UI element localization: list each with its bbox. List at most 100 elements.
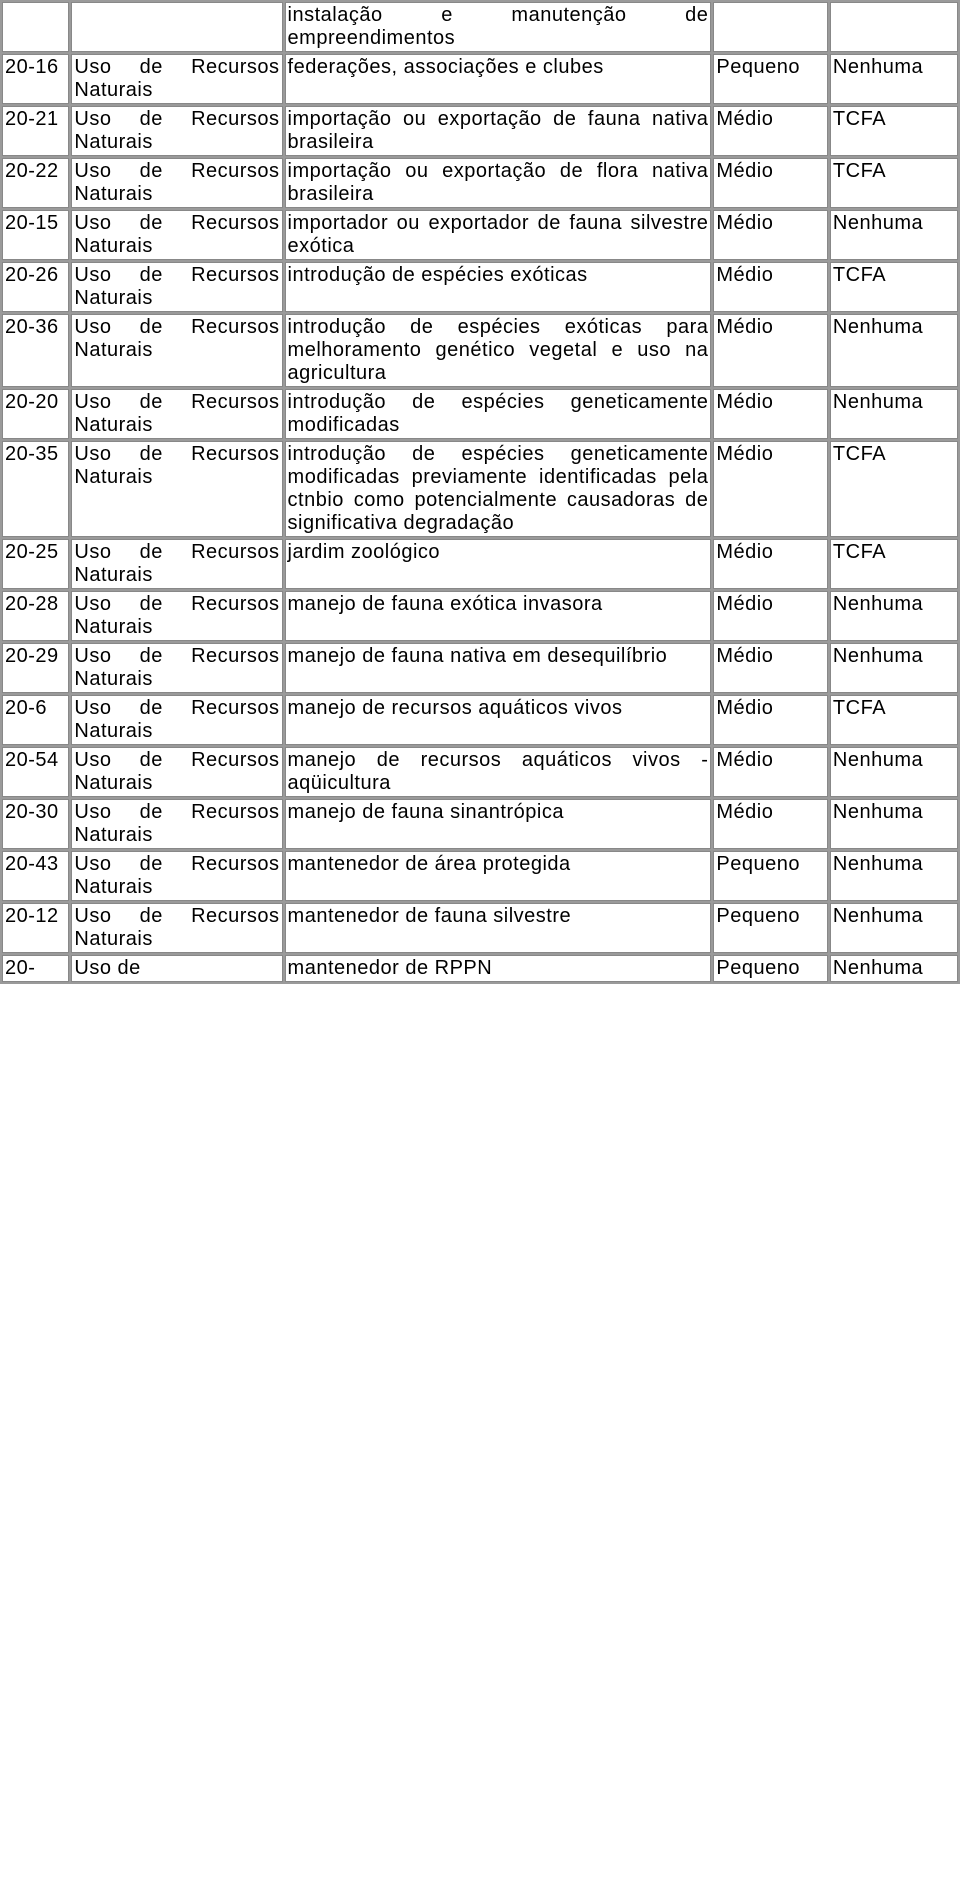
cell-code: 20-6 — [2, 695, 69, 745]
cell-category: Uso de Recursos Naturais — [71, 591, 282, 641]
cell-description: federações, associações e clubes — [285, 54, 712, 104]
cell-category: Uso de Recursos Naturais — [71, 643, 282, 693]
cell-classification: Médio — [713, 799, 828, 849]
cell-category: Uso de Recursos Naturais — [71, 158, 282, 208]
table-row: 20-16Uso de Recursos Naturaisfederações,… — [2, 54, 958, 104]
cell-category: Uso de Recursos Naturais — [71, 441, 282, 537]
cell-category: Uso de — [71, 955, 282, 982]
cell-description: manejo de fauna exótica invasora — [285, 591, 712, 641]
cell-description: introdução de espécies geneticamente mod… — [285, 389, 712, 439]
cell-code: 20-16 — [2, 54, 69, 104]
cell-description: manejo de fauna nativa em desequilíbrio — [285, 643, 712, 693]
cell-category: Uso de Recursos Naturais — [71, 903, 282, 953]
cell-classification: Médio — [713, 158, 828, 208]
cell-category: Uso de Recursos Naturais — [71, 389, 282, 439]
cell-category: Uso de Recursos Naturais — [71, 851, 282, 901]
cell-description: manejo de fauna sinantrópica — [285, 799, 712, 849]
cell-tax: TCFA — [830, 695, 958, 745]
cell-description: instalação e manutenção de empreendiment… — [285, 2, 712, 52]
cell-code: 20-30 — [2, 799, 69, 849]
cell-code: 20-36 — [2, 314, 69, 387]
cell-code: 20-25 — [2, 539, 69, 589]
cell-tax: TCFA — [830, 158, 958, 208]
cell-code: 20-12 — [2, 903, 69, 953]
cell-classification: Médio — [713, 314, 828, 387]
cell-description: introdução de espécies exóticas para mel… — [285, 314, 712, 387]
cell-classification: Médio — [713, 441, 828, 537]
cell-tax — [830, 2, 958, 52]
cell-code: 20-29 — [2, 643, 69, 693]
cell-tax: Nenhuma — [830, 643, 958, 693]
table-row: 20-28Uso de Recursos Naturaismanejo de f… — [2, 591, 958, 641]
table-row: 20-36Uso de Recursos Naturaisintrodução … — [2, 314, 958, 387]
table-row: 20-29Uso de Recursos Naturaismanejo de f… — [2, 643, 958, 693]
table-row: 20-30Uso de Recursos Naturaismanejo de f… — [2, 799, 958, 849]
table-body: instalação e manutenção de empreendiment… — [2, 2, 958, 982]
cell-code: 20-28 — [2, 591, 69, 641]
cell-classification: Médio — [713, 210, 828, 260]
cell-description: jardim zoológico — [285, 539, 712, 589]
cell-classification: Médio — [713, 539, 828, 589]
table-row: 20-Uso demantenedor de RPPNPequenoNenhum… — [2, 955, 958, 982]
cell-description: manejo de recursos aquáticos vivos - aqü… — [285, 747, 712, 797]
cell-tax: Nenhuma — [830, 314, 958, 387]
cell-tax: Nenhuma — [830, 851, 958, 901]
cell-code: 20-20 — [2, 389, 69, 439]
cell-tax: TCFA — [830, 106, 958, 156]
table-row: 20-21Uso de Recursos Naturaisimportação … — [2, 106, 958, 156]
cell-classification — [713, 2, 828, 52]
cell-code: 20-43 — [2, 851, 69, 901]
cell-description: mantenedor de fauna silvestre — [285, 903, 712, 953]
table-row: 20-26Uso de Recursos Naturaisintrodução … — [2, 262, 958, 312]
cell-category: Uso de Recursos Naturais — [71, 262, 282, 312]
cell-category: Uso de Recursos Naturais — [71, 314, 282, 387]
cell-tax: Nenhuma — [830, 747, 958, 797]
cell-classification: Médio — [713, 389, 828, 439]
table-row: 20-43Uso de Recursos Naturaismantenedor … — [2, 851, 958, 901]
cell-description: introdução de espécies geneticamente mod… — [285, 441, 712, 537]
cell-tax: Nenhuma — [830, 54, 958, 104]
cell-tax: Nenhuma — [830, 389, 958, 439]
cell-description: manejo de recursos aquáticos vivos — [285, 695, 712, 745]
cell-category — [71, 2, 282, 52]
cell-category: Uso de Recursos Naturais — [71, 210, 282, 260]
table-row: 20-6Uso de Recursos Naturaismanejo de re… — [2, 695, 958, 745]
cell-code: 20-35 — [2, 441, 69, 537]
table-row: 20-25Uso de Recursos Naturaisjardim zool… — [2, 539, 958, 589]
cell-description: introdução de espécies exóticas — [285, 262, 712, 312]
cell-category: Uso de Recursos Naturais — [71, 799, 282, 849]
cell-classification: Médio — [713, 591, 828, 641]
cell-tax: TCFA — [830, 262, 958, 312]
cell-code: 20-26 — [2, 262, 69, 312]
cell-code: 20-21 — [2, 106, 69, 156]
cell-classification: Médio — [713, 106, 828, 156]
cell-classification: Pequeno — [713, 851, 828, 901]
table-row: 20-12Uso de Recursos Naturaismantenedor … — [2, 903, 958, 953]
cell-classification: Pequeno — [713, 955, 828, 982]
cell-code: 20-15 — [2, 210, 69, 260]
cell-description: importação ou exportação de flora nativa… — [285, 158, 712, 208]
cell-tax: Nenhuma — [830, 903, 958, 953]
cell-description: importação ou exportação de fauna nativa… — [285, 106, 712, 156]
cell-tax: TCFA — [830, 539, 958, 589]
cell-code: 20-54 — [2, 747, 69, 797]
cell-classification: Médio — [713, 695, 828, 745]
table-row: 20-20Uso de Recursos Naturaisintrodução … — [2, 389, 958, 439]
cell-description: importador ou exportador de fauna silves… — [285, 210, 712, 260]
data-table: instalação e manutenção de empreendiment… — [0, 0, 960, 984]
cell-classification: Pequeno — [713, 54, 828, 104]
cell-tax: Nenhuma — [830, 955, 958, 982]
cell-description: mantenedor de área protegida — [285, 851, 712, 901]
table-row: 20-15Uso de Recursos Naturaisimportador … — [2, 210, 958, 260]
table-row: 20-54Uso de Recursos Naturaismanejo de r… — [2, 747, 958, 797]
cell-classification: Médio — [713, 747, 828, 797]
table-row: instalação e manutenção de empreendiment… — [2, 2, 958, 52]
cell-classification: Médio — [713, 262, 828, 312]
cell-category: Uso de Recursos Naturais — [71, 539, 282, 589]
cell-tax: Nenhuma — [830, 591, 958, 641]
cell-category: Uso de Recursos Naturais — [71, 54, 282, 104]
cell-code — [2, 2, 69, 52]
cell-category: Uso de Recursos Naturais — [71, 747, 282, 797]
cell-tax: Nenhuma — [830, 210, 958, 260]
cell-code: 20- — [2, 955, 69, 982]
